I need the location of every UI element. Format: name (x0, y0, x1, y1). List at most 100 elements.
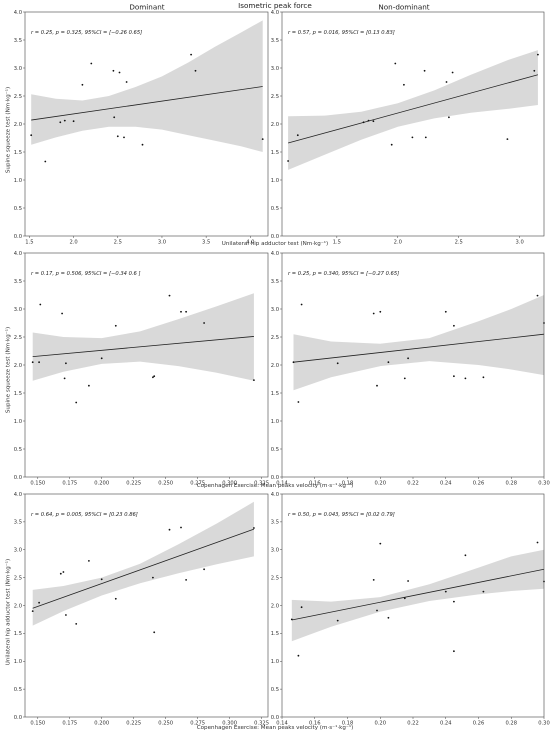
data-point (65, 614, 67, 616)
y-tick-label: 2.5 (14, 94, 22, 100)
data-point (185, 310, 188, 313)
x-tick-label: 0.275 (190, 721, 205, 727)
confidence-band (32, 293, 254, 381)
data-point (423, 69, 426, 72)
data-point (336, 362, 339, 365)
y-tick-label: 4.0 (14, 251, 22, 257)
data-point (444, 590, 447, 593)
data-point (464, 377, 467, 380)
x-tick-label: 0.24 (440, 721, 452, 727)
data-point (190, 53, 193, 56)
scatter-panel: 0.0 0.5 1.0 1.5 2.0 2.5 3.0 3.5 4.0 1.5 2.0 2.5 3.0 3… (14, 10, 269, 246)
regression-line (293, 333, 545, 363)
data-point (90, 62, 93, 65)
data-point (453, 600, 455, 603)
scatter-panel: 0.0 0.5 1.0 1.5 2.0 2.5 3.0 3.5 4.0 0.14 0.16 0.18 0… (271, 492, 550, 727)
y-tick-label: 0.5 (271, 687, 279, 693)
scatter-panel: 0.0 0.5 1.0 1.5 2.0 2.5 3.0 3.5 4.0 0.14 0.16 0.18 0… (271, 251, 550, 487)
data-point (448, 116, 450, 119)
data-point (287, 160, 289, 162)
data-point (372, 579, 375, 581)
x-tick-label: 0.16 (309, 721, 321, 727)
y-tick-label: 0.0 (271, 715, 279, 721)
data-point (141, 143, 144, 146)
data-point (387, 616, 390, 619)
data-point (444, 310, 447, 313)
y-tick-label: 1.0 (14, 178, 22, 184)
confidence-band (32, 501, 254, 626)
data-point (203, 322, 206, 324)
data-point (297, 654, 300, 657)
y-tick-label: 2.5 (14, 335, 22, 341)
y-tick-label: 4.0 (271, 251, 279, 257)
data-point (116, 135, 119, 138)
data-point (114, 324, 117, 327)
y-tick-label: 3.5 (271, 279, 279, 285)
x-tick-label: 0.150 (30, 481, 45, 487)
data-point (88, 384, 90, 387)
column-title-nondominant: Non-dominant (378, 3, 429, 12)
y-tick-label: 2.5 (14, 575, 22, 581)
data-point (123, 136, 125, 139)
data-point (482, 376, 485, 379)
data-point (118, 71, 121, 74)
data-point (453, 375, 455, 378)
data-point (185, 579, 188, 581)
x-tick-label: 0.26 (473, 721, 485, 727)
y-tick-label: 3.5 (14, 520, 22, 526)
y-tick-label: 2.5 (271, 94, 279, 100)
x-tick-label: 0.22 (407, 721, 419, 727)
data-point (261, 138, 264, 141)
regression-line (32, 528, 255, 609)
x-tick-label: 0.26 (473, 481, 485, 487)
y-tick-label: 3.0 (271, 307, 279, 313)
regression-line (32, 336, 254, 357)
data-point (180, 310, 182, 313)
data-point (168, 294, 171, 297)
data-point (168, 528, 171, 531)
x-tick-label: 0.14 (276, 481, 288, 487)
y-tick-label: 2.0 (14, 122, 22, 128)
data-point (113, 116, 116, 119)
data-point (72, 120, 75, 123)
y-tick-label: 3.0 (271, 66, 279, 72)
x-tick-label: 0.225 (126, 721, 141, 727)
x-axis-label-row-2: Copenhagen Exercise: Mean peaks velocity… (197, 482, 354, 489)
x-tick-label: 3.0 (158, 240, 166, 246)
y-tick-label: 1.5 (14, 150, 22, 156)
x-axis-label-row-1: Unilateral hip adductor test (Nm·kg⁻¹) (222, 240, 328, 247)
x-tick-label: 0.325 (254, 721, 269, 727)
y-tick-label: 3.5 (14, 38, 22, 44)
confidence-band (288, 50, 538, 170)
data-point (61, 312, 63, 315)
data-point (453, 324, 455, 327)
data-point (81, 83, 84, 86)
regression-line (291, 568, 545, 621)
data-point (203, 568, 206, 571)
data-point (424, 136, 427, 139)
data-point (536, 294, 539, 297)
x-tick-label: 3.0 (516, 240, 524, 246)
data-point (407, 580, 409, 582)
figure-title: Isometric peak force (238, 1, 312, 10)
data-point (88, 560, 90, 562)
data-point (153, 375, 156, 378)
x-tick-label: 0.200 (94, 481, 109, 487)
correlation-annotation: r = 0.25, p = 0.325, 95%CI = [−0.26 0.65… (31, 30, 142, 36)
data-point (38, 601, 40, 604)
data-point (536, 541, 539, 544)
correlation-annotation: r = 0.25, p = 0.340, 95%CI = [−0.27 0.65… (288, 271, 399, 277)
data-point (63, 377, 66, 380)
data-point (367, 119, 370, 122)
y-tick-label: 1.0 (271, 178, 279, 184)
data-point (253, 379, 255, 381)
data-point (44, 160, 47, 163)
data-point (125, 81, 128, 83)
data-point (114, 597, 117, 600)
data-point (100, 357, 103, 360)
x-tick-label: 0.28 (505, 481, 517, 487)
x-tick-label: 2.5 (114, 240, 122, 246)
x-tick-label: 0.250 (158, 481, 173, 487)
y-tick-label: 0.5 (14, 447, 22, 453)
